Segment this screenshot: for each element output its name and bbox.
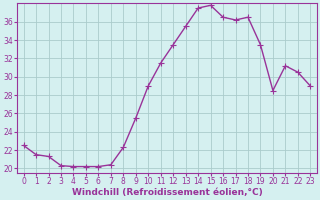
X-axis label: Windchill (Refroidissement éolien,°C): Windchill (Refroidissement éolien,°C) [72,188,262,197]
